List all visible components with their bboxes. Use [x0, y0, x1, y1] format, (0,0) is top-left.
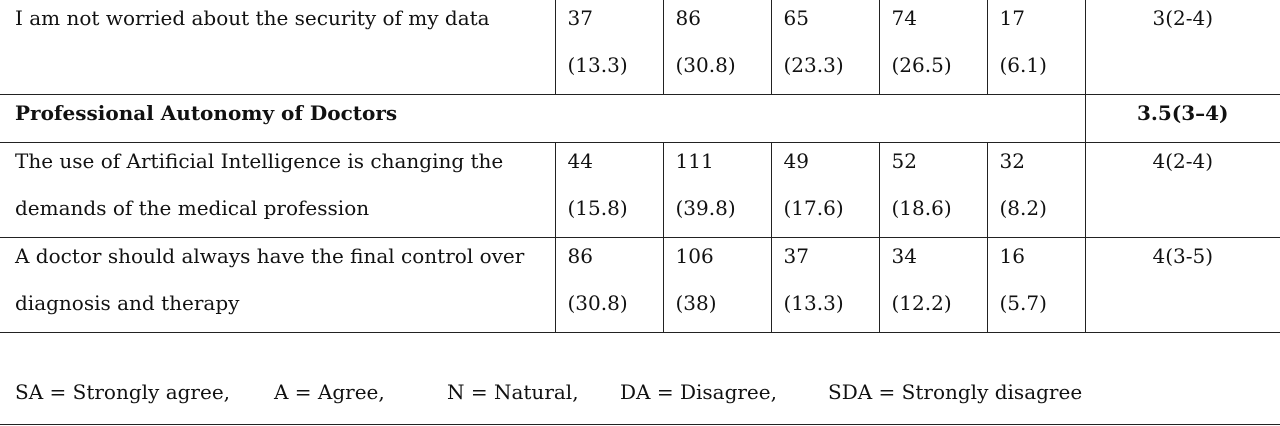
section-label: Professional Autonomy of Doctors: [15, 101, 398, 125]
cell-text: 86 (30.8): [568, 238, 663, 328]
cell-text: 34 (12.2): [892, 238, 987, 328]
section-median: 3.5(3–4): [1136, 101, 1229, 125]
count: 86: [567, 244, 593, 268]
count-cell: 49 (17.6): [770, 142, 879, 238]
count: 49: [783, 149, 809, 173]
count: 37: [783, 244, 809, 268]
percent: (13.3): [783, 291, 844, 315]
data-table: I am not worried about the security of m…: [0, 0, 1280, 333]
label-cell: I am not worried about the security of m…: [0, 0, 555, 95]
cell-text: 106 (38): [676, 238, 771, 328]
percent: (13.3): [567, 53, 628, 77]
section-cell: Professional Autonomy of Doctors: [0, 94, 1085, 143]
count: 65: [783, 6, 809, 30]
median-cell: 3.5(3–4): [1084, 94, 1280, 143]
cell-text: 52 (18.6): [892, 143, 987, 233]
legend-item: SA = Strongly agree,: [15, 380, 231, 404]
count-cell: 32 (8.2): [986, 142, 1085, 238]
count-cell: 111 (39.8): [662, 142, 771, 238]
label-cell: A doctor should always have the final co…: [0, 237, 555, 333]
count: 106: [675, 244, 714, 268]
count-cell: 65 (23.3): [770, 0, 879, 95]
percent: (26.5): [891, 53, 952, 77]
item-label: A doctor should always have the final co…: [15, 244, 525, 315]
count: 44: [567, 149, 593, 173]
label-cell: The use of Artificial Intelligence is ch…: [0, 142, 555, 238]
cell-text: 111 (39.8): [676, 143, 771, 233]
cell-text: 74 (26.5): [892, 0, 987, 89]
median-cell: 4(3-5): [1084, 237, 1280, 333]
percent: (30.8): [567, 291, 628, 315]
count: 37: [567, 6, 593, 30]
count-cell: 86 (30.8): [662, 0, 771, 95]
count: 52: [891, 149, 917, 173]
percent: (30.8): [675, 53, 736, 77]
median-cell: 3(2-4): [1084, 0, 1280, 95]
count: 34: [891, 244, 917, 268]
cell-text: 49 (17.6): [784, 143, 879, 233]
count-cell: 106 (38): [662, 237, 771, 333]
percent: (23.3): [783, 53, 844, 77]
median: 4(2-4): [1152, 149, 1214, 173]
count-cell: 44 (15.8): [554, 142, 663, 238]
cell-text: 16 (5.7): [1000, 238, 1085, 328]
median: 3(2-4): [1152, 6, 1214, 30]
item-label: I am not worried about the security of m…: [15, 6, 490, 30]
percent: (38): [675, 291, 717, 315]
item-label: The use of Artificial Intelligence is ch…: [15, 149, 504, 220]
count-cell: 37 (13.3): [770, 237, 879, 333]
count-cell: 34 (12.2): [878, 237, 987, 333]
percent: (12.2): [891, 291, 952, 315]
count-cell: 16 (5.7): [986, 237, 1085, 333]
count-cell: 52 (18.6): [878, 142, 987, 238]
percent: (18.6): [891, 196, 952, 220]
cell-text: 37 (13.3): [784, 238, 879, 328]
item-row: A doctor should always have the final co…: [0, 237, 1280, 333]
count: 74: [891, 6, 917, 30]
count: 17: [999, 6, 1025, 30]
item-row: I am not worried about the security of m…: [0, 0, 1280, 95]
median-cell: 4(2-4): [1084, 142, 1280, 238]
cell-text: 32 (8.2): [1000, 143, 1085, 233]
percent: (15.8): [567, 196, 628, 220]
legend-footer: SA = Strongly agree, A = Agree, N = Natura…: [0, 372, 1280, 425]
percent: (17.6): [783, 196, 844, 220]
legend-item: N = Natural,: [447, 380, 579, 404]
median: 4(3-5): [1152, 244, 1214, 268]
count-cell: 86 (30.8): [554, 237, 663, 333]
cell-text: 65 (23.3): [784, 0, 879, 89]
cell-text: 86 (30.8): [676, 0, 771, 89]
item-row: The use of Artificial Intelligence is ch…: [0, 142, 1280, 238]
count-cell: 17 (6.1): [986, 0, 1085, 95]
count-cell: 74 (26.5): [878, 0, 987, 95]
legend-item: DA = Disagree,: [620, 380, 777, 404]
count: 111: [675, 149, 714, 173]
count-cell: 37 (13.3): [554, 0, 663, 95]
percent: (8.2): [999, 196, 1047, 220]
cell-text: 44 (15.8): [568, 143, 663, 233]
legend-item: A = Agree,: [274, 380, 385, 404]
table-body: I am not worried about the security of m…: [0, 0, 1280, 333]
percent: (39.8): [675, 196, 736, 220]
percent: (6.1): [999, 53, 1047, 77]
percent: (5.7): [999, 291, 1047, 315]
count: 32: [999, 149, 1025, 173]
count: 16: [999, 244, 1025, 268]
cell-text: 17 (6.1): [1000, 0, 1085, 89]
cell-text: 37 (13.3): [568, 0, 663, 89]
legend-item: SDA = Strongly disagree: [828, 380, 1083, 404]
section-row: Professional Autonomy of Doctors 3.5(3–4): [0, 94, 1280, 143]
count: 86: [675, 6, 701, 30]
